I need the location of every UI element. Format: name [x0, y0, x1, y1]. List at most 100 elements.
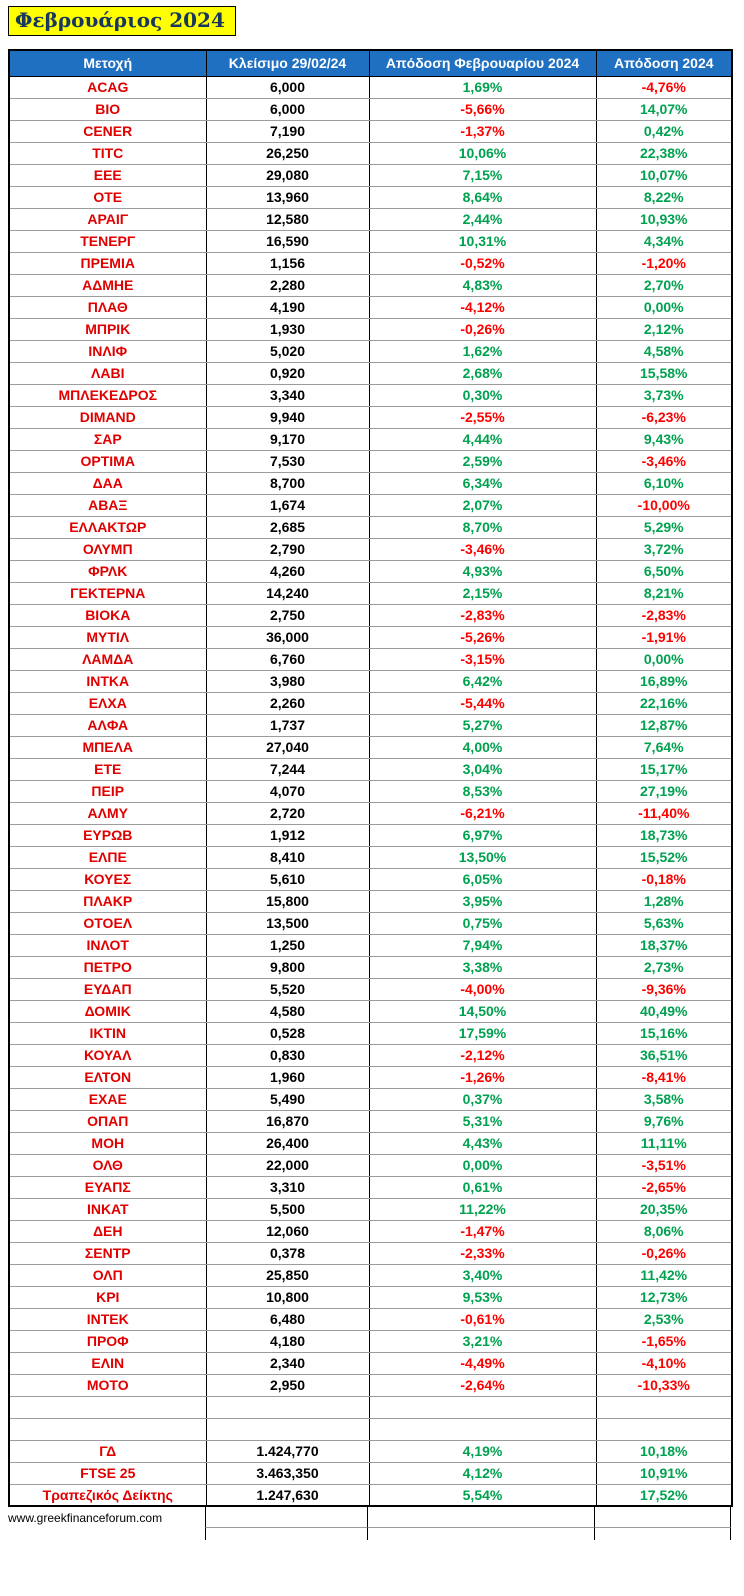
close-price-cell: 1,737	[205, 713, 370, 737]
stock-name-cell: ΕΤΕ	[8, 757, 207, 781]
stock-name-cell: ΠΛΑΘ	[8, 295, 207, 319]
table-row: ΕΕΕ 29,080 7,15% 10,07%	[8, 163, 733, 187]
stock-name-cell: ΠΛΑΚΡ	[8, 889, 207, 913]
feb-return-cell: 13,50%	[368, 845, 597, 869]
close-price-cell: 3,310	[205, 1175, 370, 1199]
close-price-cell: 13,960	[205, 185, 370, 209]
ytd-return-cell: 8,21%	[595, 581, 733, 605]
table-row: ΣΕΝΤΡ 0,378 -2,33% -0,26%	[8, 1241, 733, 1265]
feb-return-cell: -5,66%	[368, 97, 597, 121]
ytd-return-cell: -8,41%	[595, 1065, 733, 1089]
ytd-return-cell: 1,28%	[595, 889, 733, 913]
feb-return-cell: 14,50%	[368, 999, 597, 1023]
close-price-cell	[205, 1417, 370, 1441]
close-price-cell: 36,000	[205, 625, 370, 649]
table-row: ΑΡΑΙΓ 12,580 2,44% 10,93%	[8, 207, 733, 231]
table-row: ΕΛΙΝ 2,340 -4,49% -4,10%	[8, 1351, 733, 1375]
feb-return-cell: 0,75%	[368, 911, 597, 935]
stock-name-cell: ΟΡΤΙΜΑ	[8, 449, 207, 473]
close-price-cell: 1,912	[205, 823, 370, 847]
close-price-cell: 25,850	[205, 1263, 370, 1287]
table-row: ΙΝΤΚΑ 3,980 6,42% 16,89%	[8, 669, 733, 693]
stock-name-cell: ΟΛΥΜΠ	[8, 537, 207, 561]
table-row: BIO 6,000 -5,66% 14,07%	[8, 97, 733, 121]
header-row: Μετοχή Κλείσιμο 29/02/24 Απόδοση Φεβρουα…	[8, 49, 733, 77]
table-row: ΓΕΚΤΕΡΝΑ 14,240 2,15% 8,21%	[8, 581, 733, 605]
feb-return-cell: -0,61%	[368, 1307, 597, 1331]
close-price-cell: 0,830	[205, 1043, 370, 1067]
stock-name-cell: ΜΠΕΛΑ	[8, 735, 207, 759]
ytd-return-cell: 4,34%	[595, 229, 733, 253]
feb-return-cell: -2,55%	[368, 405, 597, 429]
feb-return-cell: -5,26%	[368, 625, 597, 649]
table-row: ΑΔΜΗΕ 2,280 4,83% 2,70%	[8, 273, 733, 297]
close-price-cell: 5,020	[205, 339, 370, 363]
table-row: ΜΠΛΕΚΕΔΡΟΣ 3,340 0,30% 3,73%	[8, 383, 733, 407]
close-price-cell: 5,520	[205, 977, 370, 1001]
ytd-return-cell: 36,51%	[595, 1043, 733, 1067]
stock-name-cell	[8, 1417, 207, 1441]
ytd-return-cell: 18,73%	[595, 823, 733, 847]
feb-return-cell: -2,83%	[368, 603, 597, 627]
stock-name-cell: ΑΔΜΗΕ	[8, 273, 207, 297]
close-price-cell: 9,800	[205, 955, 370, 979]
stock-name-cell: ΕΛΤΟΝ	[8, 1065, 207, 1089]
feb-return-cell: -2,33%	[368, 1241, 597, 1265]
feb-return-cell: 3,04%	[368, 757, 597, 781]
stock-name-cell: ΕΛΧΑ	[8, 691, 207, 715]
ytd-return-cell: 3,58%	[595, 1087, 733, 1111]
table-row: ΔΕΗ 12,060 -1,47% 8,06%	[8, 1219, 733, 1243]
feb-return-cell: 4,83%	[368, 273, 597, 297]
table-row: ΛΑΒΙ 0,920 2,68% 15,58%	[8, 361, 733, 385]
stock-name-cell: ΕΥΑΠΣ	[8, 1175, 207, 1199]
close-price-cell: 0,920	[205, 361, 370, 385]
close-price-cell: 2,260	[205, 691, 370, 715]
column-header-feb-return: Απόδοση Φεβρουαρίου 2024	[368, 49, 597, 77]
website-url: www.greekfinanceforum.com	[8, 1511, 163, 1525]
table-row	[8, 1395, 733, 1419]
ytd-return-cell	[595, 1417, 733, 1441]
close-price-cell: 15,800	[205, 889, 370, 913]
ytd-return-cell: 3,72%	[595, 537, 733, 561]
table-row: ΙΝΤΕΚ 6,480 -0,61% 2,53%	[8, 1307, 733, 1331]
close-price-cell: 27,040	[205, 735, 370, 759]
stock-name-cell: ΕΛΙΝ	[8, 1351, 207, 1375]
table-row: ΔΟΜΙΚ 4,580 14,50% 40,49%	[8, 999, 733, 1023]
feb-return-cell: 4,43%	[368, 1131, 597, 1155]
close-price-cell: 16,870	[205, 1109, 370, 1133]
close-price-cell: 8,410	[205, 845, 370, 869]
ytd-return-cell: -0,26%	[595, 1241, 733, 1265]
table-row: ACAG 6,000 1,69% -4,76%	[8, 75, 733, 99]
stock-name-cell: ΟΤΕ	[8, 185, 207, 209]
feb-return-cell: -4,00%	[368, 977, 597, 1001]
stock-name-cell: ΕΥΔΑΠ	[8, 977, 207, 1001]
feb-return-cell: -0,52%	[368, 251, 597, 275]
spreadsheet-page: Φεβρουάριος 2024 Μετοχή Κλείσιμο 29/02/2…	[8, 6, 733, 1540]
feb-return-cell: -2,12%	[368, 1043, 597, 1067]
ytd-return-cell: -4,76%	[595, 75, 733, 99]
feb-return-cell: 2,59%	[368, 449, 597, 473]
feb-return-cell: 0,37%	[368, 1087, 597, 1111]
table-row: ΙΝΚΑΤ 5,500 11,22% 20,35%	[8, 1197, 733, 1221]
ytd-return-cell: 20,35%	[595, 1197, 733, 1221]
close-price-cell: 4,070	[205, 779, 370, 803]
close-price-cell: 5,490	[205, 1087, 370, 1111]
stock-name-cell: ΟΠΑΠ	[8, 1109, 207, 1133]
feb-return-cell: 3,95%	[368, 889, 597, 913]
stocks-table: Μετοχή Κλείσιμο 29/02/24 Απόδοση Φεβρουα…	[8, 49, 733, 1507]
feb-return-cell: 4,44%	[368, 427, 597, 451]
ytd-return-cell: -3,46%	[595, 449, 733, 473]
feb-return-cell: 4,00%	[368, 735, 597, 759]
table-row: FTSE 25 3.463,350 4,12% 10,91%	[8, 1461, 733, 1485]
table-row: ΜΠΕΛΑ 27,040 4,00% 7,64%	[8, 735, 733, 759]
ytd-return-cell: 5,29%	[595, 515, 733, 539]
close-price-cell: 3,980	[205, 669, 370, 693]
feb-return-cell: -1,47%	[368, 1219, 597, 1243]
close-price-cell: 12,060	[205, 1219, 370, 1243]
feb-return-cell: 2,15%	[368, 581, 597, 605]
ytd-return-cell: 4,58%	[595, 339, 733, 363]
close-price-cell: 2,280	[205, 273, 370, 297]
table-row: ΕΥΑΠΣ 3,310 0,61% -2,65%	[8, 1175, 733, 1199]
close-price-cell: 1.247,630	[205, 1483, 370, 1507]
stock-name-cell: ΙΚΤΙΝ	[8, 1021, 207, 1045]
